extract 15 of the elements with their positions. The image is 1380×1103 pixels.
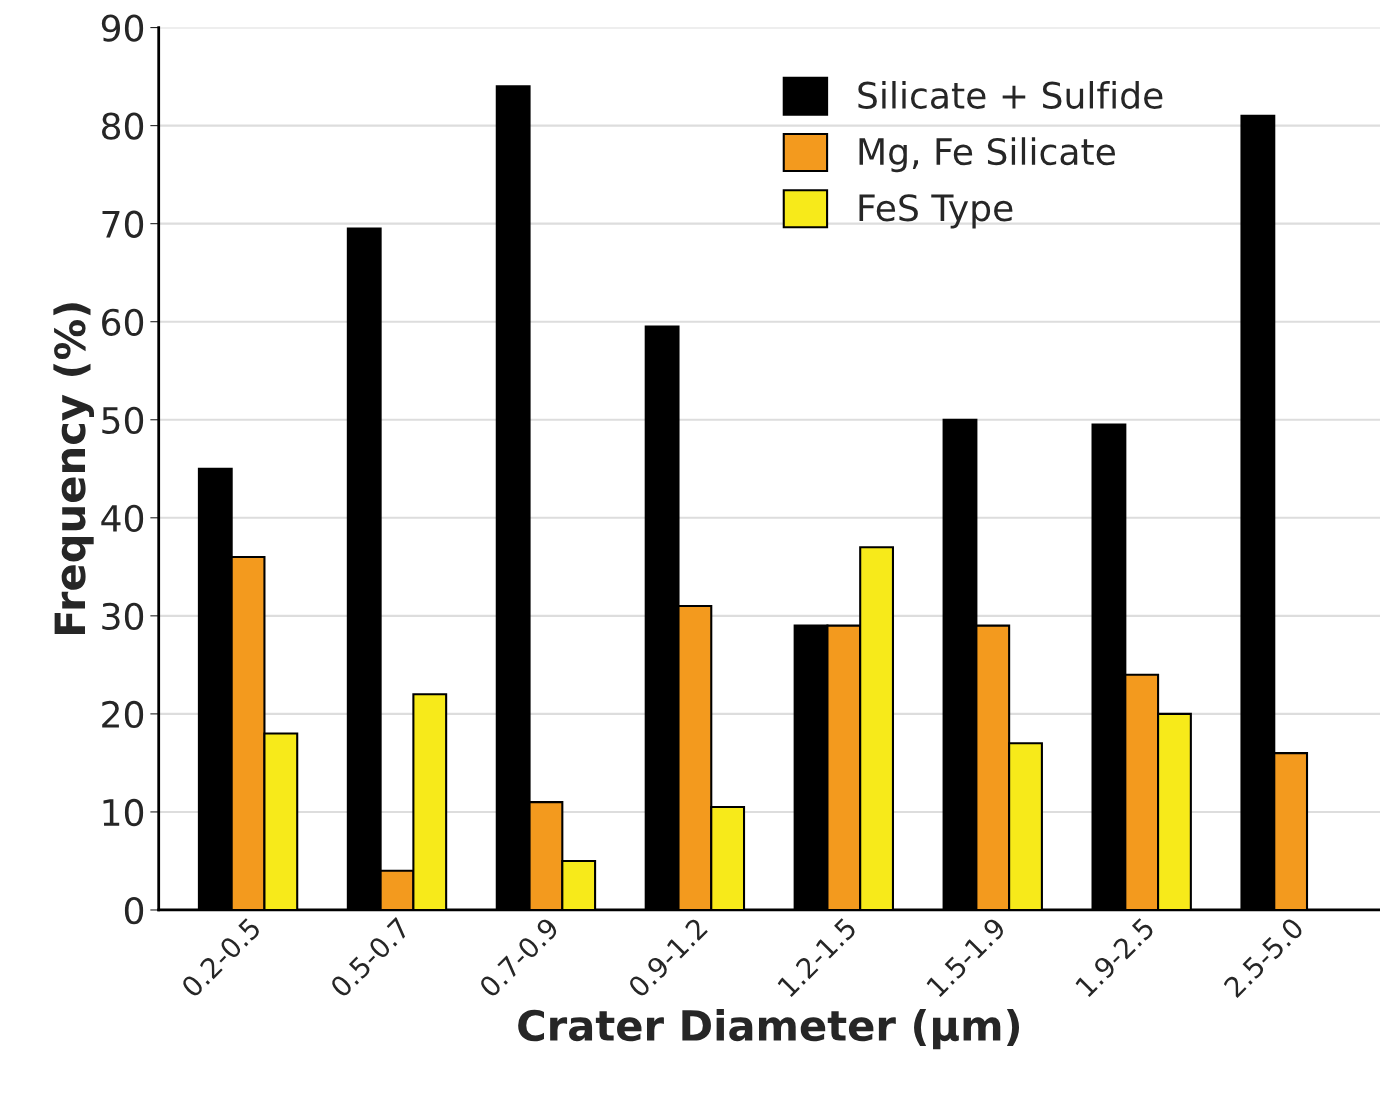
y-tick-label: 40 <box>101 504 144 533</box>
legend-label: Mg, Fe Silicate <box>859 137 1115 173</box>
y-tick-label: 0 <box>124 896 144 925</box>
y-tick-label: 20 <box>102 700 144 729</box>
y-tick-label: 60 <box>102 308 144 336</box>
legend-label: Silicate + Sulfide <box>858 80 1163 109</box>
y-tick-label: 30 <box>102 602 144 631</box>
y-tick-label: 70 <box>102 210 144 238</box>
y-tick-label: 10 <box>103 798 144 827</box>
x-axis-title: Crater Diameter (µm) <box>518 1008 1020 1050</box>
legend-label: FeS Type <box>859 194 1013 229</box>
y-axis-title: Frequency (%) <box>53 303 94 635</box>
y-tick-label: 50 <box>102 406 144 434</box>
y-tick-label: 90 <box>101 14 144 42</box>
y-tick-label: 80 <box>102 112 144 140</box>
